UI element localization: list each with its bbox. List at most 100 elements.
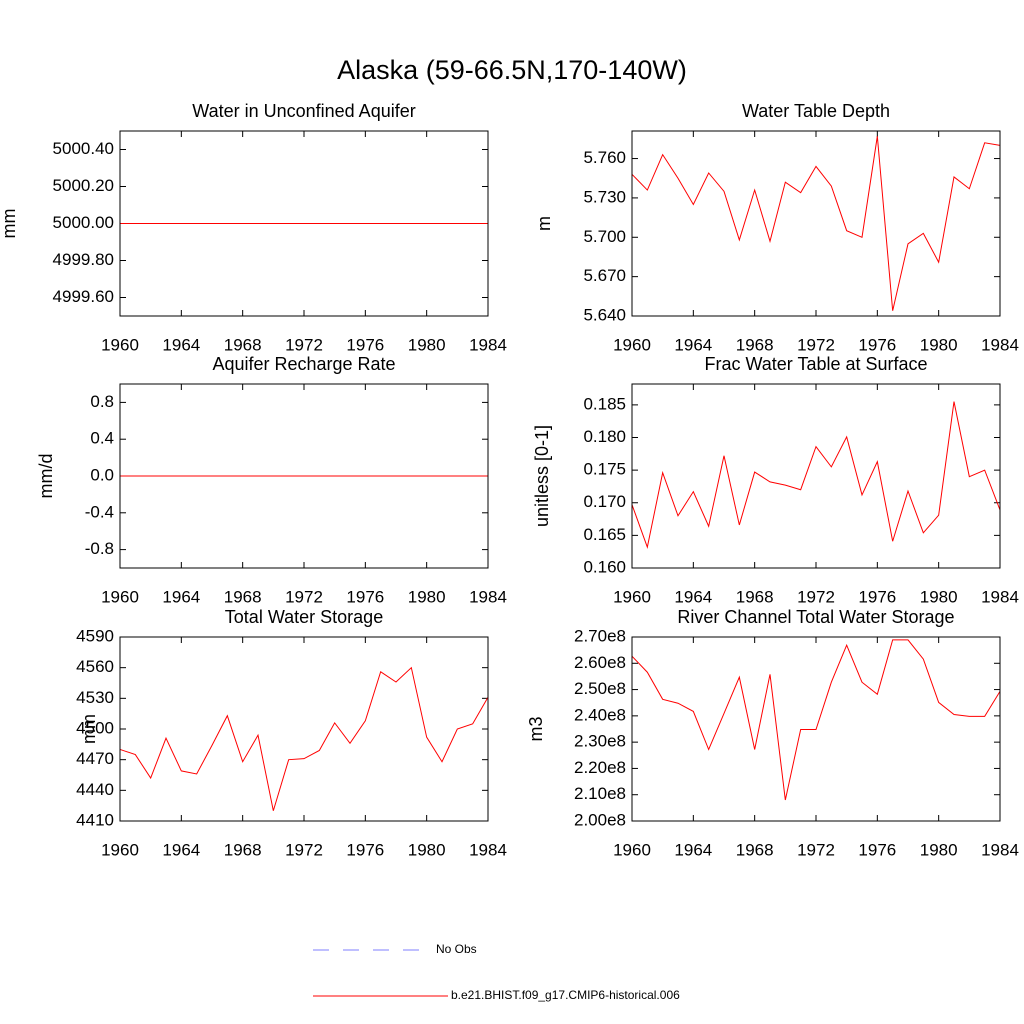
y-tick-label: 4470 xyxy=(76,749,114,768)
x-tick-label: 1984 xyxy=(981,587,1019,606)
y-tick-label: 5000.40 xyxy=(53,139,114,158)
x-tick-label: 1968 xyxy=(224,587,262,606)
y-tick-label: 0.0 xyxy=(90,465,114,484)
y-tick-label: 5000.20 xyxy=(53,176,114,195)
panel-title: River Channel Total Water Storage xyxy=(677,607,954,627)
x-tick-label: 1968 xyxy=(736,335,774,354)
y-tick-label: 0.185 xyxy=(583,394,626,413)
x-tick-label: 1960 xyxy=(101,587,139,606)
panel-title: Total Water Storage xyxy=(225,607,383,627)
x-tick-label: 1976 xyxy=(858,587,896,606)
y-axis-label: mm xyxy=(0,209,19,239)
x-tick-label: 1976 xyxy=(346,840,384,859)
y-tick-label: -0.8 xyxy=(85,539,114,558)
x-tick-label: 1964 xyxy=(162,840,200,859)
y-axis-label: unitless [0-1] xyxy=(532,425,552,527)
x-tick-label: 1984 xyxy=(469,587,507,606)
figure-title: Alaska (59-66.5N,170-140W) xyxy=(337,55,687,85)
x-tick-label: 1972 xyxy=(797,587,835,606)
y-axis-label: m3 xyxy=(526,716,546,741)
x-tick-label: 1972 xyxy=(285,840,323,859)
x-tick-label: 1980 xyxy=(408,587,446,606)
x-tick-label: 1980 xyxy=(920,840,958,859)
y-tick-label: 2.40e8 xyxy=(574,705,626,724)
data-line xyxy=(119,666,489,811)
x-tick-label: 1964 xyxy=(674,335,712,354)
x-tick-label: 1980 xyxy=(920,335,958,354)
y-tick-label: 4530 xyxy=(76,688,114,707)
x-tick-label: 1984 xyxy=(469,840,507,859)
plot-frame xyxy=(631,130,1001,317)
x-tick-label: 1972 xyxy=(797,840,835,859)
y-tick-label: 0.170 xyxy=(583,492,626,511)
legend-label: No Obs xyxy=(436,942,477,956)
y-tick-label: 2.10e8 xyxy=(574,784,626,803)
x-tick-label: 1964 xyxy=(162,587,200,606)
x-tick-label: 1984 xyxy=(981,840,1019,859)
x-tick-label: 1972 xyxy=(797,335,835,354)
x-tick-label: 1984 xyxy=(469,335,507,354)
x-tick-label: 1960 xyxy=(101,840,139,859)
y-tick-label: 4500 xyxy=(76,718,114,737)
y-tick-label: 4999.80 xyxy=(53,250,114,269)
x-tick-label: 1980 xyxy=(408,840,446,859)
x-tick-label: 1968 xyxy=(736,840,774,859)
x-tick-label: 1972 xyxy=(285,335,323,354)
x-tick-label: 1976 xyxy=(346,587,384,606)
y-tick-label: 5.730 xyxy=(583,187,626,206)
x-tick-label: 1960 xyxy=(101,335,139,354)
y-tick-label: 5.640 xyxy=(583,305,626,324)
y-tick-label: 2.60e8 xyxy=(574,653,626,672)
data-line xyxy=(631,136,1001,311)
y-tick-label: 4440 xyxy=(76,780,114,799)
y-tick-label: 5000.00 xyxy=(53,213,114,232)
plot-frame xyxy=(631,383,1001,569)
panel-title: Frac Water Table at Surface xyxy=(704,354,927,374)
x-tick-label: 1976 xyxy=(346,335,384,354)
panel-title: Water in Unconfined Aquifer xyxy=(192,101,415,121)
y-tick-label: 0.165 xyxy=(583,525,626,544)
y-tick-label: 5.700 xyxy=(583,227,626,246)
x-tick-label: 1960 xyxy=(613,587,651,606)
y-tick-label: 2.20e8 xyxy=(574,758,626,777)
plot-frame xyxy=(119,130,489,317)
plot-frame xyxy=(631,636,1001,822)
x-tick-label: 1968 xyxy=(224,335,262,354)
legend-label: b.e21.BHIST.f09_g17.CMIP6-historical.006 xyxy=(451,988,680,1002)
y-tick-label: 5.760 xyxy=(583,148,626,167)
x-tick-label: 1964 xyxy=(674,840,712,859)
x-tick-label: 1964 xyxy=(162,335,200,354)
y-tick-label: 2.00e8 xyxy=(574,810,626,829)
y-tick-label: 2.50e8 xyxy=(574,679,626,698)
x-tick-label: 1980 xyxy=(920,587,958,606)
x-tick-label: 1968 xyxy=(736,587,774,606)
y-tick-label: 0.160 xyxy=(583,557,626,576)
plot-frame xyxy=(119,383,489,569)
x-tick-label: 1976 xyxy=(858,840,896,859)
y-tick-label: 2.70e8 xyxy=(574,626,626,645)
y-tick-label: 2.30e8 xyxy=(574,732,626,751)
data-line xyxy=(631,639,1001,801)
x-tick-label: 1960 xyxy=(613,840,651,859)
y-tick-label: 0.180 xyxy=(583,427,626,446)
y-tick-label: 0.8 xyxy=(90,392,114,411)
y-axis-label: mm xyxy=(79,714,99,744)
data-line xyxy=(631,401,1001,549)
y-tick-label: 4999.60 xyxy=(53,287,114,306)
panel-title: Water Table Depth xyxy=(742,101,890,121)
panel-title: Aquifer Recharge Rate xyxy=(212,354,395,374)
y-axis-label: m xyxy=(534,216,554,231)
y-tick-label: 4590 xyxy=(76,626,114,645)
x-tick-label: 1964 xyxy=(674,587,712,606)
y-tick-label: 0.4 xyxy=(90,429,114,448)
x-tick-label: 1972 xyxy=(285,587,323,606)
x-tick-label: 1980 xyxy=(408,335,446,354)
x-tick-label: 1960 xyxy=(613,335,651,354)
plot-frame xyxy=(119,636,489,822)
y-axis-label: mm/d xyxy=(36,454,56,499)
y-tick-label: -0.4 xyxy=(85,502,114,521)
y-tick-label: 5.670 xyxy=(583,266,626,285)
y-tick-label: 0.175 xyxy=(583,460,626,479)
